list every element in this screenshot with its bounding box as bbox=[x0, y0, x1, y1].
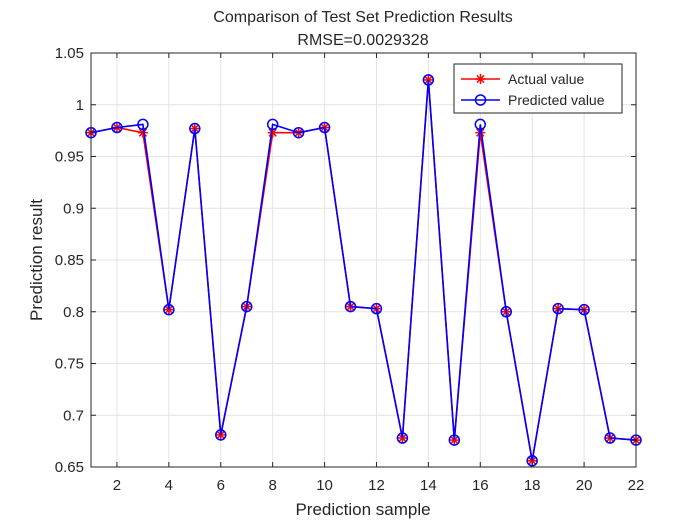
legend-item: Actual value bbox=[461, 71, 584, 87]
y-tick-label: 0.95 bbox=[55, 149, 84, 166]
chart-title: Comparison of Test Set Prediction Result… bbox=[213, 9, 512, 26]
legend-item: Predicted value bbox=[461, 92, 605, 108]
x-tick-label: 22 bbox=[628, 477, 645, 494]
x-tick-label: 18 bbox=[524, 477, 541, 494]
x-tick-label: 8 bbox=[268, 477, 276, 494]
ticks: 2 4 6 8 10 12 14 16 18 20 22 0.65 0.7 0.75 0.8 0.85 0.9 0… bbox=[55, 45, 645, 494]
data-point bbox=[422, 74, 435, 86]
legend-label: Predicted value bbox=[508, 92, 605, 108]
y-tick-label: 0.8 bbox=[63, 304, 84, 321]
asterisk-stroke bbox=[138, 128, 148, 137]
data-point bbox=[163, 303, 175, 316]
y-axis-title: Prediction result bbox=[27, 199, 46, 321]
asterisk-stroke bbox=[268, 128, 277, 137]
data-point bbox=[396, 432, 409, 444]
y-tick-label: 0.9 bbox=[63, 200, 84, 217]
x-tick-label: 16 bbox=[472, 477, 489, 494]
legend-label: Actual value bbox=[508, 71, 584, 87]
x-tick-label: 2 bbox=[113, 477, 121, 494]
data-point bbox=[370, 302, 383, 315]
legend-marker bbox=[475, 74, 486, 84]
legend: Actual value Predicted value bbox=[453, 63, 623, 114]
data-point bbox=[500, 306, 512, 318]
data-point bbox=[578, 303, 590, 316]
data-point bbox=[215, 429, 227, 441]
data-point bbox=[604, 432, 616, 444]
data-point bbox=[344, 300, 357, 313]
x-tick-label: 12 bbox=[368, 477, 385, 494]
x-tick-label: 4 bbox=[165, 477, 173, 494]
x-tick-label: 10 bbox=[316, 477, 333, 494]
y-tick-label: 0.65 bbox=[55, 459, 84, 476]
data-point bbox=[292, 126, 305, 139]
legend-marker bbox=[474, 94, 487, 106]
x-axis-title: Prediction sample bbox=[295, 500, 430, 519]
data-point bbox=[266, 118, 279, 131]
asterisk-stroke bbox=[476, 74, 485, 84]
data-point bbox=[137, 127, 148, 138]
data-point bbox=[448, 434, 461, 446]
data-point bbox=[552, 302, 564, 315]
y-tick-label: 0.85 bbox=[55, 252, 84, 269]
y-tick-label: 1.05 bbox=[55, 45, 84, 62]
x-tick-label: 6 bbox=[217, 477, 225, 494]
y-tick-label: 1 bbox=[76, 97, 84, 114]
data-point bbox=[189, 122, 201, 135]
data-point bbox=[318, 121, 331, 134]
chart-subtitle: RMSE=0.0029328 bbox=[297, 32, 428, 49]
series-group bbox=[85, 74, 642, 467]
x-tick-label: 20 bbox=[576, 477, 593, 494]
data-point bbox=[137, 118, 149, 131]
data-point bbox=[240, 300, 253, 313]
data-point bbox=[474, 118, 487, 131]
y-tick-label: 0.75 bbox=[55, 356, 84, 373]
x-tick-label: 14 bbox=[420, 477, 437, 494]
series-line bbox=[90, 79, 637, 461]
series-predicted bbox=[85, 74, 642, 467]
data-point bbox=[111, 121, 123, 134]
y-tick-label: 0.7 bbox=[63, 407, 84, 424]
